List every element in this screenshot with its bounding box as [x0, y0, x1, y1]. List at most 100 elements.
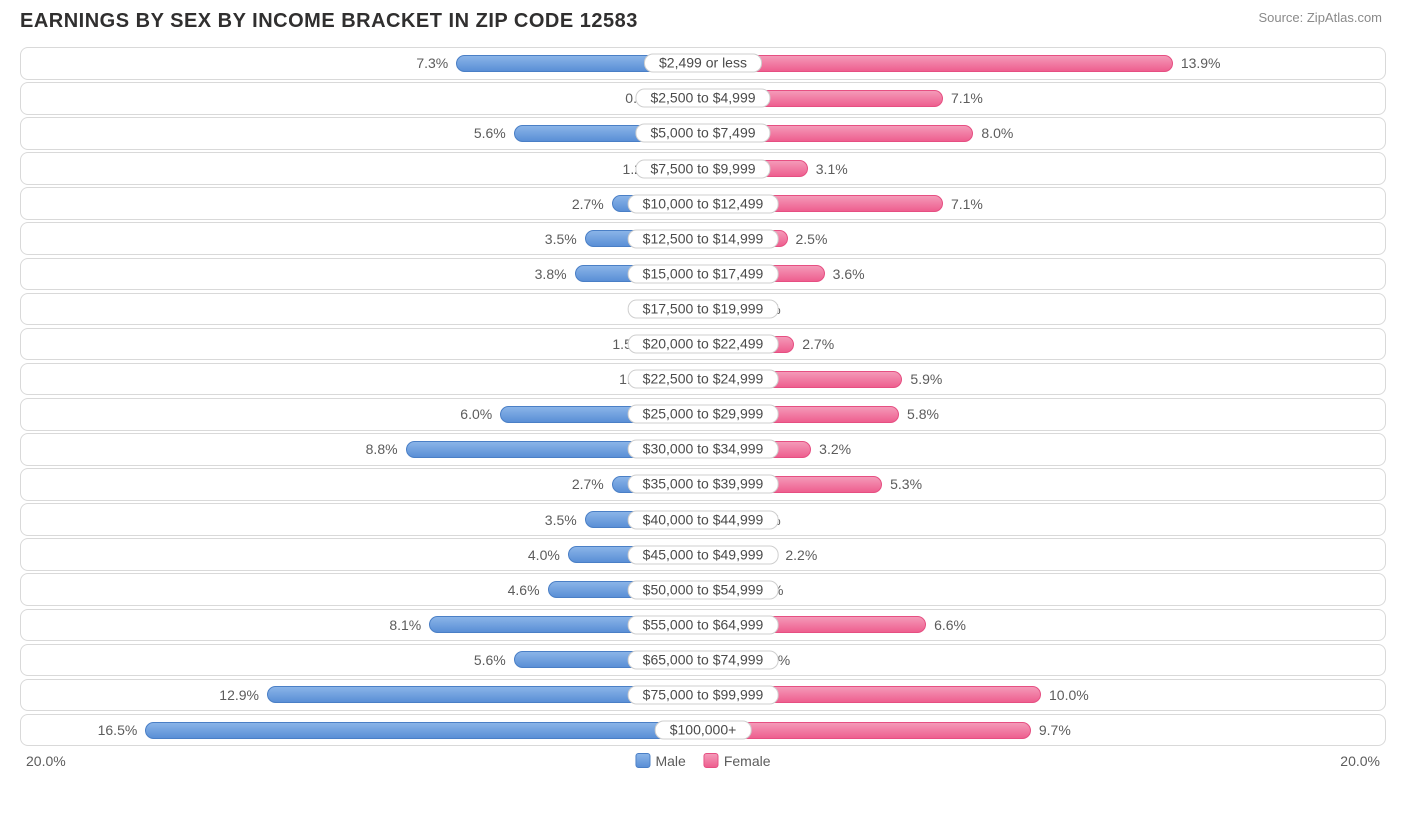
- chart-row: 4.6% 1.2%$50,000 to $54,999: [20, 573, 1386, 606]
- chart-row: 3.5%0.51%$40,000 to $44,999: [20, 503, 1386, 536]
- chart-row: 2.7%7.1%$10,000 to $12,499: [20, 187, 1386, 220]
- male-value-label: 3.8%: [527, 266, 575, 282]
- chart-row: 3.8% 3.6% $15,000 to $17,499: [20, 258, 1386, 291]
- chart-legend: Male Female: [635, 753, 770, 769]
- bracket-label: $35,000 to $39,999: [628, 475, 779, 494]
- bracket-label: $20,000 to $22,499: [628, 335, 779, 354]
- male-half: 12.9%: [27, 680, 703, 711]
- bracket-label: $55,000 to $64,999: [628, 615, 779, 634]
- bracket-label: $12,500 to $14,999: [628, 229, 779, 248]
- bracket-label: $22,500 to $24,999: [628, 370, 779, 389]
- bracket-label: $17,500 to $19,999: [628, 299, 779, 318]
- female-half: 6.6%: [703, 610, 1379, 641]
- male-half: 3.8%: [27, 259, 703, 290]
- chart-row: 5.6% 1.4%$65,000 to $74,999: [20, 644, 1386, 677]
- female-half: 2.7%: [703, 329, 1379, 360]
- chart-row: 1.2% 3.1% $7,500 to $9,999: [20, 152, 1386, 185]
- male-value-label: 7.3%: [408, 55, 456, 71]
- bracket-label: $2,500 to $4,999: [635, 89, 770, 108]
- chart-row: 3.5% 2.5% $12,500 to $14,999: [20, 222, 1386, 255]
- male-swatch-icon: [635, 753, 650, 768]
- bracket-label: $75,000 to $99,999: [628, 685, 779, 704]
- female-value-label: 7.1%: [943, 90, 991, 106]
- female-value-label: 6.6%: [926, 617, 974, 633]
- female-value-label: 5.9%: [902, 371, 950, 387]
- bracket-label: $50,000 to $54,999: [628, 580, 779, 599]
- male-half: 6.0%: [27, 399, 703, 430]
- male-bar: [145, 722, 703, 739]
- female-value-label: 10.0%: [1041, 687, 1097, 703]
- female-value-label: 8.0%: [973, 125, 1021, 141]
- bracket-label: $7,500 to $9,999: [635, 159, 770, 178]
- male-value-label: 16.5%: [90, 722, 146, 738]
- female-swatch-icon: [704, 753, 719, 768]
- female-half: 1.4%: [703, 645, 1379, 676]
- male-value-label: 8.1%: [381, 617, 429, 633]
- chart-body: 7.3% 13.9% $2,499 or less 0.58% 7.1% $2,500 t…: [0, 39, 1406, 746]
- male-half: 1.5%: [27, 329, 703, 360]
- chart-title: EARNINGS BY SEX BY INCOME BRACKET IN ZIP…: [20, 10, 638, 33]
- chart-row: 1.3% 5.9% $22,500 to $24,999: [20, 363, 1386, 396]
- female-half: 2.5%: [703, 223, 1379, 254]
- male-half: 4.0%: [27, 539, 703, 570]
- female-bar: [703, 722, 1031, 739]
- female-half: 3.2%: [703, 434, 1379, 465]
- chart-row: 2.7%5.3%$35,000 to $39,999: [20, 468, 1386, 501]
- male-half: 8.1%: [27, 610, 703, 641]
- female-value-label: 3.6%: [825, 266, 873, 282]
- male-half: 1.3%: [27, 364, 703, 395]
- male-half: 7.3%: [27, 48, 703, 79]
- male-half: 5.6%: [27, 118, 703, 149]
- female-value-label: 5.8%: [899, 406, 947, 422]
- female-value-label: 2.7%: [794, 336, 842, 352]
- female-half: 13.9%: [703, 48, 1379, 79]
- female-value-label: 13.9%: [1173, 55, 1229, 71]
- bracket-label: $5,000 to $7,499: [635, 124, 770, 143]
- female-value-label: 3.1%: [808, 161, 856, 177]
- female-value-label: 3.2%: [811, 441, 859, 457]
- male-half: 3.5%: [27, 223, 703, 254]
- female-half: 7.1%: [703, 83, 1379, 114]
- female-half: 0.34%: [703, 294, 1379, 325]
- chart-row: 7.3% 13.9% $2,499 or less: [20, 47, 1386, 80]
- female-half: 5.9%: [703, 364, 1379, 395]
- chart-row: 4.0%2.2%$45,000 to $49,999: [20, 538, 1386, 571]
- legend-male: Male: [635, 753, 685, 769]
- female-half: 3.6%: [703, 259, 1379, 290]
- male-half: 4.6%: [27, 574, 703, 605]
- bracket-label: $15,000 to $17,499: [628, 264, 779, 283]
- male-half: 0.58%: [27, 83, 703, 114]
- female-half: 10.0%: [703, 680, 1379, 711]
- male-value-label: 8.8%: [358, 441, 406, 457]
- bracket-label: $25,000 to $29,999: [628, 405, 779, 424]
- male-value-label: 5.6%: [466, 125, 514, 141]
- female-half: 5.3%: [703, 469, 1379, 500]
- female-value-label: 2.5%: [788, 231, 836, 247]
- male-half: 3.5%: [27, 504, 703, 535]
- bracket-label: $65,000 to $74,999: [628, 650, 779, 669]
- bracket-label: $2,499 or less: [644, 54, 762, 73]
- female-half: 1.2%: [703, 574, 1379, 605]
- female-value-label: 9.7%: [1031, 722, 1079, 738]
- female-bar: [703, 55, 1173, 72]
- male-value-label: 4.6%: [500, 582, 548, 598]
- axis-legend-row: 20.0% Male Female 20.0%: [0, 749, 1406, 769]
- chart-row: 0.0%0.34%$17,500 to $19,999: [20, 293, 1386, 326]
- male-value-label: 5.6%: [466, 652, 514, 668]
- legend-female: Female: [704, 753, 771, 769]
- male-value-label: 4.0%: [520, 547, 568, 563]
- female-value-label: 7.1%: [943, 196, 991, 212]
- male-half: 2.7%: [27, 469, 703, 500]
- bracket-label: $40,000 to $44,999: [628, 510, 779, 529]
- female-half: 7.1%: [703, 188, 1379, 219]
- female-value-label: 2.2%: [777, 547, 825, 563]
- male-value-label: 3.5%: [537, 231, 585, 247]
- chart-row: 0.58% 7.1% $2,500 to $4,999: [20, 82, 1386, 115]
- male-half: 1.2%: [27, 153, 703, 184]
- male-value-label: 12.9%: [211, 687, 267, 703]
- female-half: 0.51%: [703, 504, 1379, 535]
- female-half: 9.7%: [703, 715, 1379, 746]
- male-half: 0.0%: [27, 294, 703, 325]
- female-half: 5.8%: [703, 399, 1379, 430]
- bracket-label: $100,000+: [655, 721, 752, 740]
